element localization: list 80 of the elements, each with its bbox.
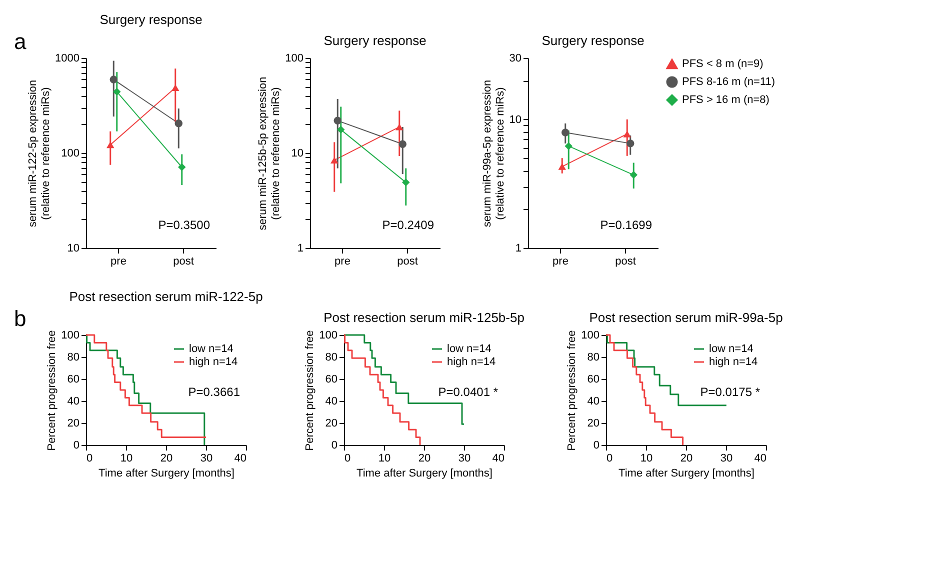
text: b	[14, 306, 26, 331]
annotation: P=0.3500	[158, 218, 210, 232]
y-tick-label: 100	[319, 330, 338, 342]
chart-title: Post resection serum miR-99a-5p	[589, 310, 783, 325]
y-tick-label: 40	[587, 396, 600, 408]
y-tick-label: 40	[325, 396, 338, 408]
x-tick-label: 40	[492, 452, 504, 464]
y-tick-label: 1	[515, 242, 522, 254]
y-tick-label: 0	[73, 440, 80, 452]
x-tick-label: 0	[344, 452, 351, 464]
y-tick-label: 80	[587, 352, 600, 364]
chart-title: Surgery response	[542, 33, 644, 48]
y-axis-title: Percent progression free	[566, 330, 578, 451]
x-tick-label: post	[397, 256, 418, 268]
y-tick-label: 100	[61, 330, 80, 342]
x-tick-label: 30	[458, 452, 471, 464]
x-tick-label: 10	[640, 452, 653, 464]
y-tick-label: 100	[285, 52, 304, 64]
x-axis-title: Time after Surgery [months]	[356, 468, 492, 480]
y-tick-label: 1000	[55, 52, 80, 64]
y-tick-label: 0	[593, 440, 600, 452]
text: a	[14, 29, 27, 54]
y-tick-label: 10	[67, 242, 80, 254]
y-axis-title: Percent progression free	[304, 330, 316, 451]
y-tick-label: 10	[291, 148, 304, 160]
y-tick-label: 20	[587, 418, 600, 430]
y-tick-label: 40	[67, 396, 80, 408]
x-tick-label: post	[615, 256, 636, 268]
y-tick-label: 60	[67, 374, 80, 386]
chart-title: Surgery response	[324, 33, 426, 48]
y-axis-title: serum miR-125b-5p expression (relative to reference miRs)	[257, 76, 282, 230]
y-tick-label: 80	[325, 352, 338, 364]
x-axis-title: Time after Surgery [months]	[98, 468, 234, 480]
legend-label: high n=14	[709, 356, 758, 368]
y-tick-label: 100	[581, 330, 600, 342]
legend-label: high n=14	[447, 356, 496, 368]
annotation: P=0.0401 *	[438, 385, 498, 400]
annotation: P=0.1699	[600, 218, 652, 232]
x-tick-label: pre	[110, 256, 126, 268]
x-tick-label: 30	[720, 452, 733, 464]
chart-title: Surgery response	[100, 12, 202, 27]
x-tick-label: pre	[552, 256, 568, 268]
y-tick-label: 0	[331, 440, 338, 452]
x-tick-label: 30	[200, 452, 213, 464]
chart-title: Post resection serum miR-122-5p	[69, 289, 263, 304]
annotation: P=0.2409	[382, 218, 434, 232]
y-tick-label: 60	[325, 374, 338, 386]
x-tick-label: 40	[754, 452, 766, 464]
y-tick-label: 20	[67, 418, 80, 430]
x-tick-label: 20	[680, 452, 693, 464]
y-tick-label: 30	[509, 52, 522, 64]
annotation: P=0.3661	[188, 385, 240, 400]
x-tick-label: 40	[234, 452, 246, 464]
y-axis-title: serum miR-99a-5p expression (relative to reference miRs)	[481, 80, 506, 228]
legend-label: PFS > 16 m (n=8)	[682, 94, 770, 106]
x-tick-label: 20	[160, 452, 173, 464]
y-axis-title: Percent progression free	[46, 330, 58, 451]
x-axis-title: Time after Surgery [months]	[618, 468, 754, 480]
chart-title: Post resection serum miR-125b-5p	[324, 310, 524, 325]
x-tick-label: 20	[418, 452, 431, 464]
legend-label: low n=14	[447, 343, 492, 355]
annotation: P=0.0175 *	[700, 385, 760, 400]
x-tick-label: 0	[86, 452, 93, 464]
x-tick-label: 10	[120, 452, 133, 464]
y-tick-label: 10	[509, 114, 522, 126]
y-tick-label: 1	[297, 242, 304, 254]
x-tick-label: pre	[334, 256, 350, 268]
x-tick-label: 10	[378, 452, 391, 464]
y-tick-label: 20	[325, 418, 338, 430]
legend-label: high n=14	[189, 356, 238, 368]
legend-label: low n=14	[709, 343, 754, 355]
legend-label: PFS < 8 m (n=9)	[682, 58, 764, 70]
y-tick-label: 80	[67, 352, 80, 364]
legend-label: PFS 8-16 m (n=11)	[682, 76, 776, 88]
x-tick-label: post	[173, 256, 194, 268]
legend-label: low n=14	[189, 343, 234, 355]
y-tick-label: 100	[61, 148, 80, 160]
y-axis-title: serum miR-122-5p expression (relative to reference miRs)	[27, 80, 52, 228]
y-tick-label: 60	[587, 374, 600, 386]
x-tick-label: 0	[606, 452, 613, 464]
